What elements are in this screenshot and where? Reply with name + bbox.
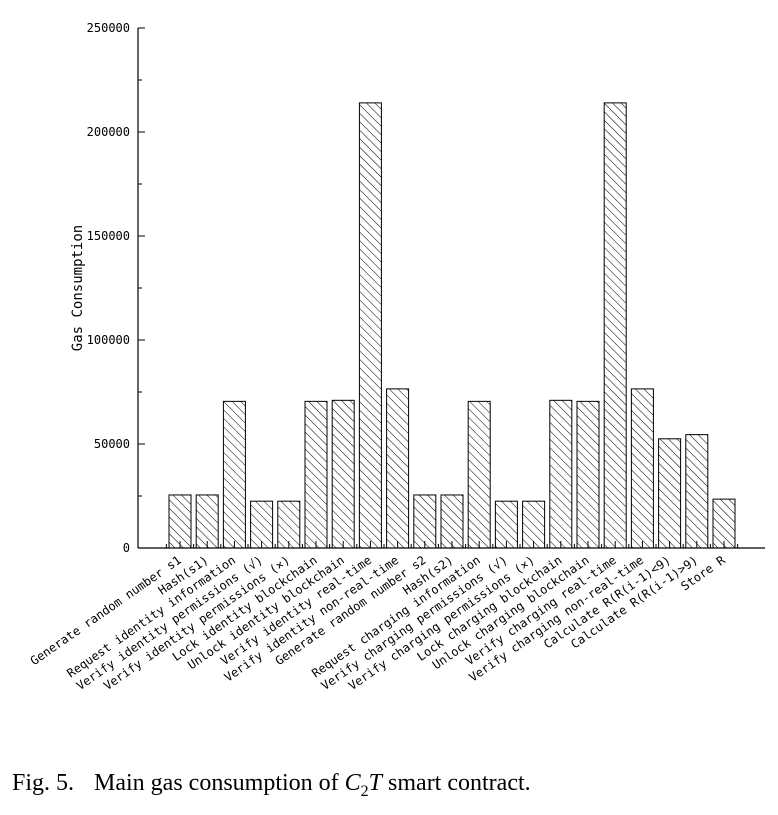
- caption-symbol: C2T: [344, 770, 383, 800]
- y-tick-label: 0: [123, 541, 130, 555]
- bar: [222, 400, 246, 549]
- bar: [712, 498, 736, 549]
- bar: [250, 500, 274, 549]
- bar: [603, 102, 627, 549]
- bar: [413, 494, 437, 549]
- y-tick-label: 50000: [94, 437, 130, 451]
- bar: [576, 400, 600, 549]
- y-tick-label: 200000: [87, 125, 130, 139]
- bar: [440, 494, 464, 549]
- bar: [467, 400, 491, 549]
- caption-text-before: Main gas consumption of: [94, 770, 345, 796]
- bar: [494, 500, 518, 549]
- y-axis-label: Gas Consumption: [70, 225, 86, 351]
- bar: [549, 399, 573, 549]
- y-tick-label: 150000: [87, 229, 130, 243]
- bar: [168, 494, 192, 549]
- bar: [685, 434, 709, 549]
- bar: [304, 400, 328, 549]
- bar: [195, 494, 219, 549]
- bar: [358, 102, 382, 549]
- caption-text-after: smart contract.: [382, 770, 531, 796]
- bar: [277, 500, 301, 549]
- bar: [386, 388, 410, 549]
- bar: [630, 388, 654, 549]
- bar: [658, 438, 682, 549]
- bar: [522, 500, 546, 549]
- bar: [331, 399, 355, 549]
- figure-label: Fig. 5.: [12, 770, 75, 796]
- y-tick-label: 250000: [87, 21, 130, 35]
- y-tick-label: 100000: [87, 333, 130, 347]
- figure-caption: Fig. 5. Main gas consumption of C2T smart…: [12, 770, 531, 801]
